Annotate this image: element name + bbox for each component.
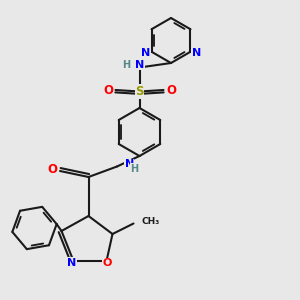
Text: O: O [103,258,112,268]
Text: N: N [68,257,76,268]
Text: N: N [141,48,150,58]
Text: H: H [122,59,130,70]
Text: N: N [192,48,201,58]
Text: N: N [124,159,134,169]
Text: N: N [136,59,145,70]
Text: CH₃: CH₃ [141,218,159,226]
Text: S: S [135,85,144,98]
Text: O: O [47,163,58,176]
Text: O: O [103,83,113,97]
Text: O: O [166,83,176,97]
Text: H: H [130,164,139,174]
